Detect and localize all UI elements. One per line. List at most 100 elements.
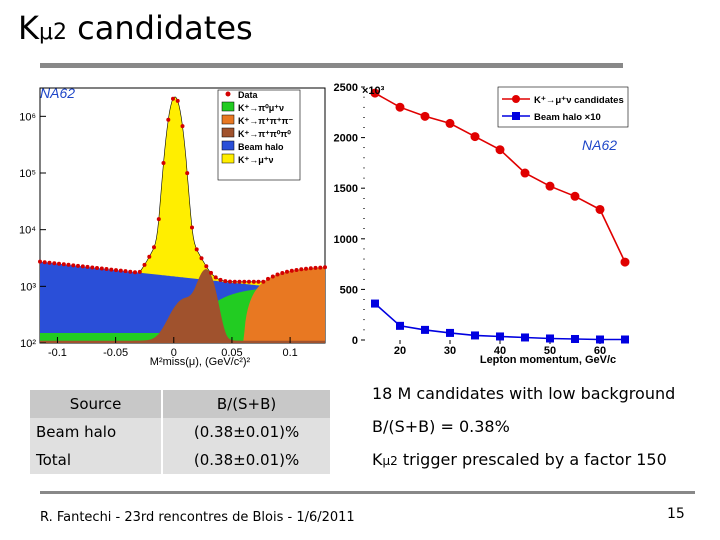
legend-label: Beam halo xyxy=(238,142,284,152)
na62-label-left: NA62 xyxy=(40,85,75,101)
data-point xyxy=(104,267,109,271)
missing-mass-plot: 10² 10³ 10⁴ 10⁵ 10⁶ -0.1 -0.05 0 0.05 0.1 NA62 D… xyxy=(0,78,330,368)
k3pi0-area xyxy=(40,269,325,343)
data-point xyxy=(171,96,175,101)
legend-swatch xyxy=(221,153,235,164)
bullet-ratio: B/(S+B) = 0.38% xyxy=(372,417,510,436)
right-y-tick-label: 2000 xyxy=(334,133,358,145)
left-x-tick-label: 0 xyxy=(171,347,177,359)
series-point xyxy=(471,331,479,340)
data-point xyxy=(76,263,80,268)
table-header-ratio: B/(S+B) xyxy=(161,390,330,418)
data-point xyxy=(275,272,280,277)
data-point xyxy=(209,270,213,275)
right-y-tick-label: 0 xyxy=(352,335,358,347)
data-point xyxy=(137,269,142,274)
data-point xyxy=(66,262,71,267)
bullet-candidates: 18 M candidates with low background xyxy=(372,384,676,403)
series-point xyxy=(621,335,629,344)
data-point xyxy=(266,276,270,281)
data-point xyxy=(232,279,237,284)
series-point xyxy=(446,328,454,337)
data-point xyxy=(47,260,52,265)
data-point xyxy=(123,269,128,274)
left-xlabel: M²miss(μ), (GeV/c²)² xyxy=(150,356,251,368)
data-point xyxy=(114,268,118,273)
data-point xyxy=(142,262,147,267)
legend-label: Beam halo ×10 xyxy=(534,112,601,123)
data-point xyxy=(228,279,232,284)
legend-label: K⁺→μ⁺ν candidates xyxy=(534,95,624,106)
left-y-tick-label: 10⁶ xyxy=(19,111,36,123)
table-cell-source: Total xyxy=(30,446,163,474)
series-point xyxy=(496,332,504,341)
data-point xyxy=(133,270,137,275)
data-point xyxy=(213,275,218,280)
data-point xyxy=(161,161,166,165)
legend-swatch xyxy=(221,114,235,125)
series-point xyxy=(370,88,380,98)
left-y-tick-label: 10⁴ xyxy=(19,225,36,237)
table-cell-value: (0.38±0.01)% xyxy=(161,446,330,474)
legend-swatch xyxy=(221,101,235,112)
data-point xyxy=(280,271,285,275)
series-point xyxy=(396,321,404,330)
series-point xyxy=(545,181,555,191)
data-point xyxy=(308,266,313,271)
data-point xyxy=(304,266,308,271)
legend-label: K⁺→π⁰μ⁺ν xyxy=(238,103,284,113)
legend-label: K⁺→μ⁺ν xyxy=(238,155,274,165)
momentum-plot: 0 500 1000 1500 2000 2500 20 30 40 50 60 ×10³ NA62… xyxy=(330,70,640,370)
slide-title: Kμ2 candidates xyxy=(18,9,253,47)
data-point xyxy=(323,265,327,270)
title-rule xyxy=(40,63,623,68)
left-x-tick-label: 0.1 xyxy=(282,347,297,359)
right-y-tick-label: 1500 xyxy=(334,183,358,195)
series-point xyxy=(470,132,480,142)
data-point xyxy=(57,261,61,266)
data-point xyxy=(152,245,156,250)
data-point xyxy=(318,265,323,270)
right-x-tick-label: 40 xyxy=(494,345,506,357)
left-y-tick-label: 10³ xyxy=(20,281,36,293)
data-point xyxy=(256,279,261,284)
data-point xyxy=(204,264,209,269)
series-point xyxy=(620,257,630,267)
table-row: Total (0.38±0.01)% xyxy=(30,446,330,474)
right-xlabel: Lepton momentum, GeV/c xyxy=(480,354,616,366)
table-row: Beam halo (0.38±0.01)% xyxy=(30,418,330,446)
legend-label: Data xyxy=(238,90,259,100)
data-point xyxy=(199,256,204,261)
data-point xyxy=(223,279,228,284)
footer-rule xyxy=(40,491,695,494)
series-point xyxy=(596,335,604,344)
series-point xyxy=(395,102,405,112)
right-y-tick-label: 2500 xyxy=(334,82,358,94)
data-point xyxy=(52,261,57,266)
legend-marker xyxy=(225,91,231,97)
left-x-tick-label: -0.05 xyxy=(103,347,128,359)
data-point xyxy=(109,267,114,272)
series-point xyxy=(546,334,554,343)
data-point xyxy=(175,98,180,103)
legend-swatch xyxy=(221,127,235,138)
right-x-tick-label: 60 xyxy=(594,345,606,357)
table-header-source: Source xyxy=(30,390,163,418)
data-point xyxy=(294,268,299,272)
right-x-tick-label: 20 xyxy=(394,345,406,357)
left-x-tick-label: -0.1 xyxy=(48,347,67,359)
data-point xyxy=(95,266,99,270)
legend-marker xyxy=(512,95,520,103)
data-point xyxy=(90,265,95,270)
data-point xyxy=(85,264,90,269)
legend-marker xyxy=(512,112,520,120)
page-number: 15 xyxy=(667,506,685,522)
data-point xyxy=(218,277,223,282)
data-point xyxy=(285,269,289,274)
series-point xyxy=(445,118,455,128)
table-cell-value: (0.38±0.01)% xyxy=(161,418,330,446)
footer-text: R. Fantechi - 23rd rencontres de Blois -… xyxy=(40,510,355,525)
data-point xyxy=(251,279,256,284)
right-y-tick-label: 500 xyxy=(340,284,358,296)
data-point xyxy=(80,264,85,269)
